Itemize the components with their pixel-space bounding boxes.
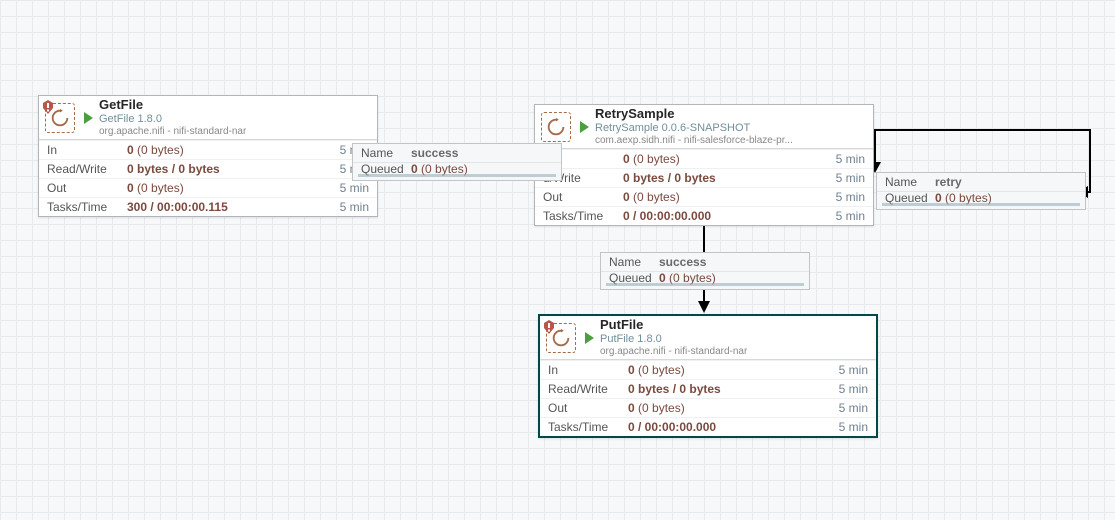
connection-name-row: Name success <box>353 144 561 162</box>
alert-icon <box>543 320 555 334</box>
processor-name: GetFile <box>99 97 246 113</box>
run-status-icon <box>81 111 95 125</box>
connection-queued-row: Queued 0 (0 bytes) <box>353 162 561 180</box>
processor-header: PutFile PutFile 1.8.0 org.apache.nifi - … <box>540 316 876 360</box>
run-status-icon <box>582 331 596 345</box>
processor-name: PutFile <box>600 317 747 333</box>
stat-row-rw: Read/Write 0 bytes / 0 bytes 5 min <box>39 159 377 178</box>
stat-row-out: Out 0 (0 bytes) 5 min <box>540 398 876 417</box>
processor-type: RetrySample 0.0.6-SNAPSHOT <box>595 122 793 135</box>
processor-getfile[interactable]: GetFile GetFile 1.8.0 org.apache.nifi - … <box>38 95 378 217</box>
processor-header: RetrySample RetrySample 0.0.6-SNAPSHOT c… <box>535 105 873 149</box>
edge-layer <box>0 0 1115 520</box>
connection-name-row: Name retry <box>877 173 1085 191</box>
stat-row-out: Out 0 (0 bytes) 5 min <box>39 178 377 197</box>
stat-row-tasks: Tasks/Time 0 / 00:00:00.000 5 min <box>535 206 873 225</box>
processor-name: RetrySample <box>595 106 793 122</box>
connection-retry[interactable]: Name retry Queued 0 (0 bytes) <box>876 172 1086 210</box>
processor-type: GetFile 1.8.0 <box>99 113 246 126</box>
connection-success-1[interactable]: Name success Queued 0 (0 bytes) <box>352 143 562 181</box>
stat-row-tasks: Tasks/Time 0 / 00:00:00.000 5 min <box>540 417 876 436</box>
connection-success-2[interactable]: Name success Queued 0 (0 bytes) <box>600 252 810 290</box>
processor-bundle: org.apache.nifi - nifi-standard-nar <box>99 126 246 138</box>
connection-name-row: Name success <box>601 253 809 271</box>
alert-icon <box>42 100 54 114</box>
processor-header: GetFile GetFile 1.8.0 org.apache.nifi - … <box>39 96 377 140</box>
stat-row-rw: d/Write 0 bytes / 0 bytes 5 min <box>535 168 873 187</box>
connection-queued-row: Queued 0 (0 bytes) <box>877 191 1085 209</box>
processor-icon <box>546 323 576 353</box>
processor-type: PutFile 1.8.0 <box>600 333 747 346</box>
processor-bundle: com.aexp.sidh.nifi - nifi-salesforce-bla… <box>595 135 793 147</box>
nifi-canvas[interactable]: GetFile GetFile 1.8.0 org.apache.nifi - … <box>0 0 1115 520</box>
processor-bundle: org.apache.nifi - nifi-standard-nar <box>600 346 747 358</box>
arrowhead-icon <box>698 301 710 313</box>
connection-queued-row: Queued 0 (0 bytes) <box>601 271 809 289</box>
stat-row-in: 0 (0 bytes) 5 min <box>535 149 873 168</box>
processor-putfile[interactable]: PutFile PutFile 1.8.0 org.apache.nifi - … <box>538 314 878 438</box>
processor-icon <box>541 112 571 142</box>
run-status-icon <box>577 120 591 134</box>
stat-row-rw: Read/Write 0 bytes / 0 bytes 5 min <box>540 379 876 398</box>
stat-row-tasks: Tasks/Time 300 / 00:00:00.115 5 min <box>39 197 377 216</box>
processor-icon <box>45 103 75 133</box>
stat-row-out: Out 0 (0 bytes) 5 min <box>535 187 873 206</box>
processor-retrysample[interactable]: RetrySample RetrySample 0.0.6-SNAPSHOT c… <box>534 104 874 226</box>
stat-row-in: In 0 (0 bytes) 5 min <box>39 140 377 159</box>
stat-row-in: In 0 (0 bytes) 5 min <box>540 360 876 379</box>
